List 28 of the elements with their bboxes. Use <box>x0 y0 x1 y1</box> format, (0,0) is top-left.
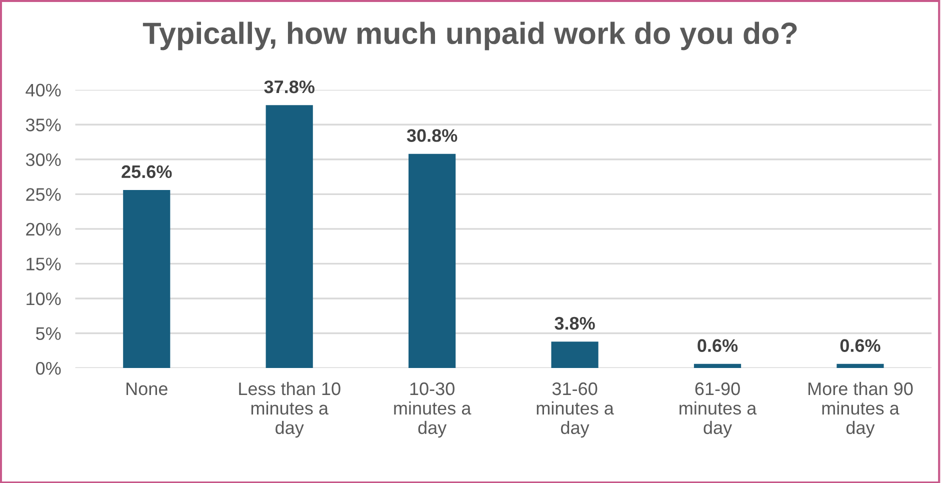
y-tick-label: 10% <box>26 292 61 306</box>
bar <box>408 154 456 368</box>
bar <box>836 364 884 368</box>
x-tick-label: 31-60 minutes a day <box>536 382 614 438</box>
y-tick-label: 35% <box>26 118 61 132</box>
y-tick-label: 20% <box>26 222 61 236</box>
data-label: 30.8% <box>406 129 458 142</box>
bar <box>266 105 313 368</box>
x-tick-label: More than 90 minutes a day <box>808 382 913 438</box>
y-tick-label: 15% <box>26 258 61 270</box>
x-tick-label: 61-90 minutes a day <box>680 382 757 438</box>
x-tick-label: None <box>126 382 168 396</box>
y-tick-label: 30% <box>26 153 61 166</box>
x-tick-label: Less than 10 minutes a day <box>239 382 340 438</box>
data-label: 37.8% <box>264 80 314 94</box>
y-tick-label: 0% <box>36 362 61 375</box>
bar <box>123 190 170 368</box>
x-tick-label: 10-30 minutes a day <box>394 382 472 438</box>
y-tick-label: 40% <box>26 84 61 97</box>
bar <box>551 342 598 368</box>
y-tick-label: 5% <box>36 327 61 340</box>
data-label: 3.8% <box>554 316 595 330</box>
data-label: 0.6% <box>698 339 738 352</box>
bar <box>694 364 742 368</box>
data-label: 25.6% <box>122 165 172 178</box>
y-tick-label: 25% <box>26 188 61 201</box>
chart-title: Typically, how much unpaid work do you do? <box>142 22 797 50</box>
data-label: 0.6% <box>840 339 880 352</box>
